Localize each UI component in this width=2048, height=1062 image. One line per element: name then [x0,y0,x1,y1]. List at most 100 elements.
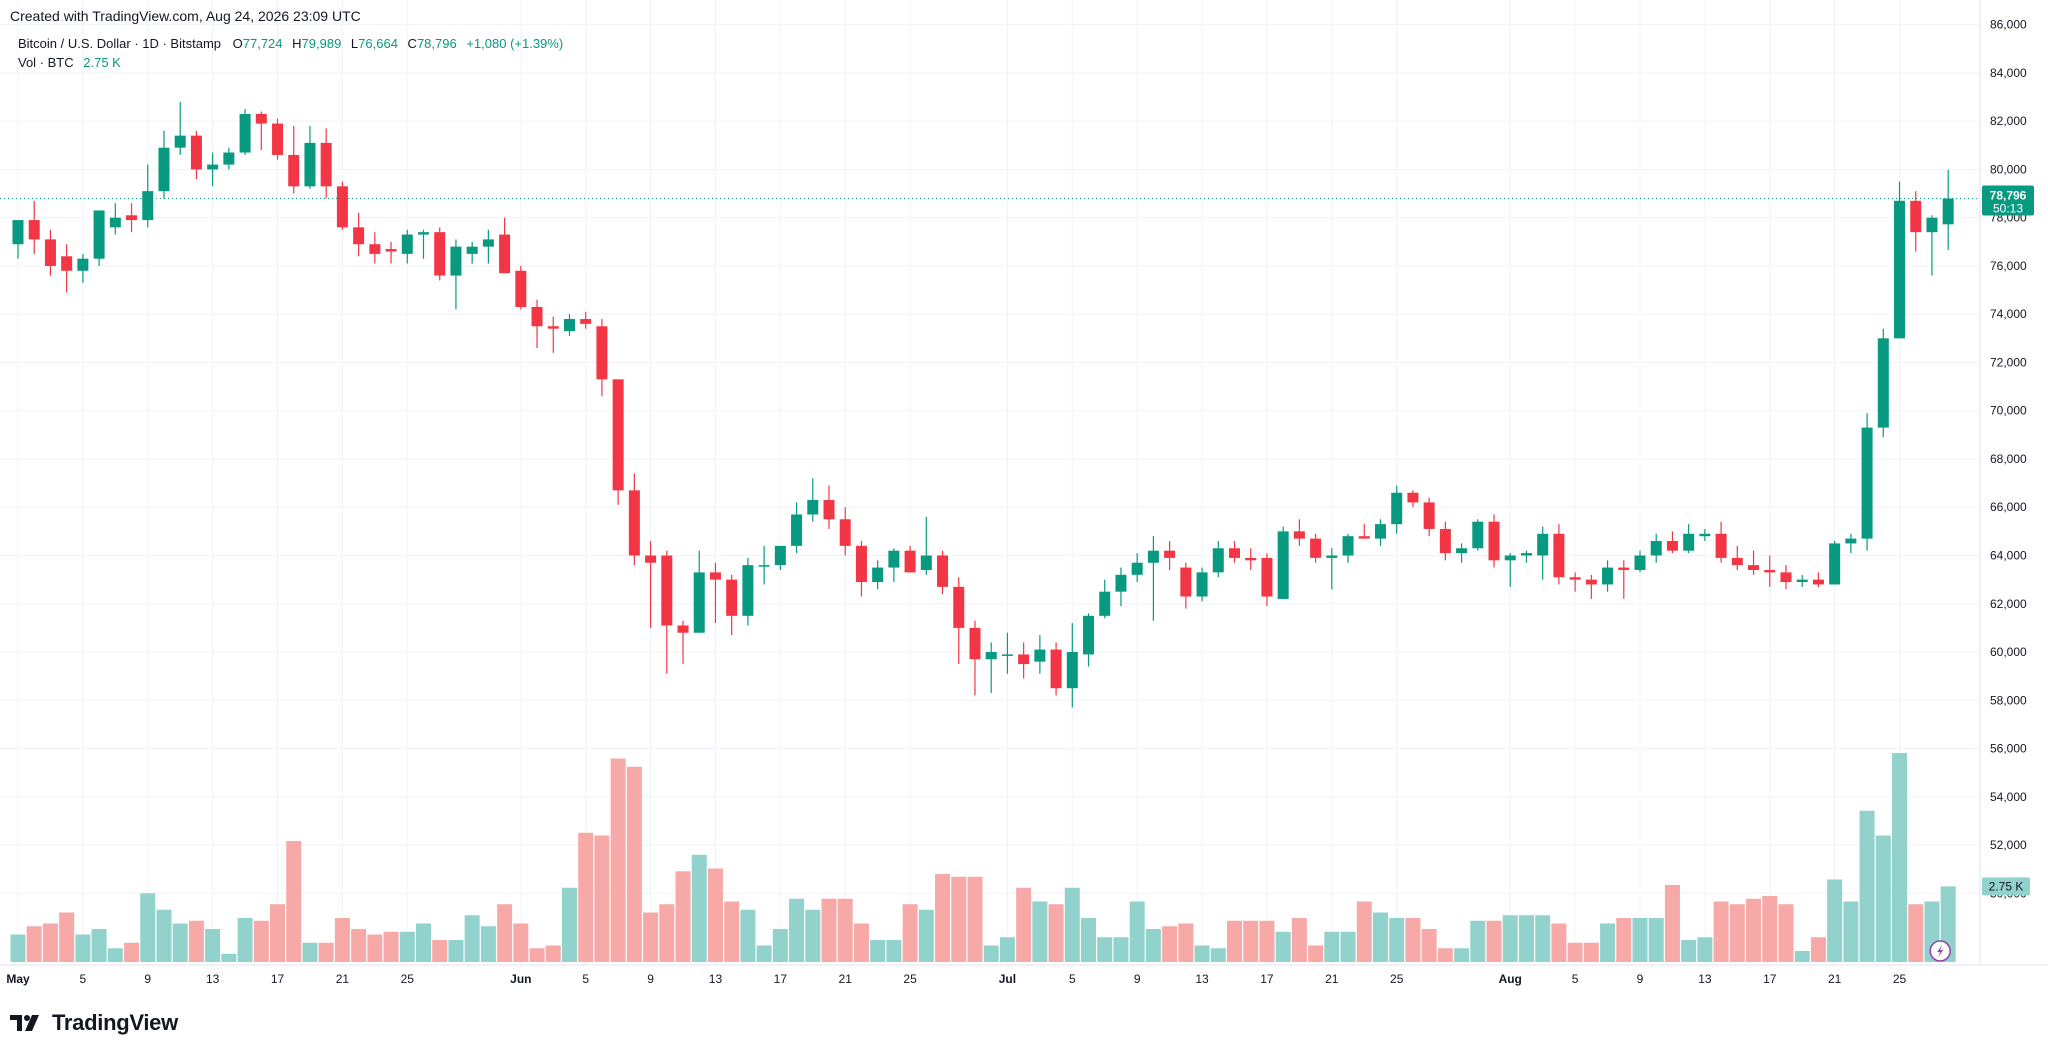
volume-legend: Vol · BTC 2.75 K [18,55,121,70]
price-tick-label: 62,000 [1990,597,2027,611]
candle-body [336,186,348,228]
candle [904,545,916,573]
candle-body [661,555,673,626]
volume-bar [1178,923,1194,962]
candle-body [920,555,932,570]
candle [1569,572,1581,592]
candle [1829,541,1841,585]
time-tick-label: 25 [903,972,917,986]
candle-body [190,135,202,170]
candle [1212,541,1224,578]
close-value: 78,796 [416,36,457,51]
candle-body [1553,533,1565,578]
candle [1261,553,1273,607]
candle [1034,635,1046,674]
volume-bar [999,937,1015,962]
candle-body [1374,524,1386,539]
volume-bar [675,871,691,962]
volume-bar [1032,901,1048,962]
candle-body [1180,567,1192,597]
volume-bar [918,909,934,962]
volume-bar [318,942,334,962]
candle-body [1602,567,1614,585]
candle-body [109,217,121,228]
candle [563,314,575,336]
volume-bar [789,898,805,962]
volume-bar [253,920,269,962]
candle [547,316,559,353]
candle [1293,519,1305,546]
candle [872,560,884,590]
price-tick-label: 80,000 [1990,162,2027,176]
candle-body [1245,557,1257,561]
candle-body [142,191,154,221]
candle-body [1196,572,1208,597]
price-tick-label: 72,000 [1990,355,2027,369]
candle [1731,545,1743,570]
time-tick-label: 13 [1195,972,1209,986]
time-tick-label: 17 [1260,972,1274,986]
volume-bar [1746,898,1762,962]
time-tick-label: 9 [1637,972,1644,986]
candle-body [12,220,24,245]
last-price-tag-countdown: 50:13 [1993,201,2023,215]
volume-value: 2.75 K [83,55,121,70]
candle [758,545,770,585]
last-price-tag-value: 78,796 [1990,188,2027,202]
candle [1196,567,1208,602]
candle [158,130,170,199]
candle-body [1520,553,1532,556]
candle-body [855,545,867,583]
candle [28,200,40,254]
price-axis: 50,00052,00054,00056,00058,00060,00062,0… [1990,18,2027,901]
change-value: +1,080 (+1.39%) [466,36,564,51]
volume-bar [561,887,577,962]
volume-bar [237,918,253,962]
volume-bar [351,929,367,962]
candle-body [1066,652,1078,689]
volume-bar [1486,920,1502,962]
candle [1715,521,1727,563]
candle-body [1829,543,1841,585]
candle-body [320,142,332,187]
price-tick-label: 76,000 [1990,259,2027,273]
candle [969,620,981,696]
candle-body [1099,591,1111,616]
volume-bar [1356,901,1372,962]
volume-bar [75,934,91,962]
candle-body [1569,577,1581,580]
volume-bar [1875,835,1891,962]
candle-body [482,239,494,247]
volume-bar [967,876,983,962]
volume-bar [367,934,383,962]
symbol-name[interactable]: Bitcoin / U.S. Dollar · 1D · Bitstamp [18,36,221,51]
volume-bar [26,926,42,962]
candle [1001,632,1013,674]
volume-bar [513,923,529,962]
volume-bar [1016,887,1032,962]
candle-body [304,142,316,187]
candle-body [1050,649,1062,689]
candle [207,152,219,187]
volume-bar [1308,945,1324,962]
created-caption: Created with TradingView.com, Aug 24, 20… [10,8,361,24]
time-tick-label: 5 [1572,972,1579,986]
volume-bar [1454,948,1470,962]
candle-body [1423,502,1435,529]
candle-body [1585,579,1597,585]
tradingview-brand[interactable]: TradingView [10,1010,178,1036]
candle-body [547,326,559,329]
volume-bar [902,904,918,962]
candle-body [709,572,721,580]
candle-body [1456,548,1468,554]
candle-body [1926,217,1938,233]
candle [953,577,965,665]
volume-label[interactable]: Vol · BTC [18,55,74,70]
candle [1423,497,1435,537]
volume-bar [1210,948,1226,962]
candle [1277,526,1289,599]
candle-body [1634,555,1646,570]
candle [1894,181,1906,339]
candle [434,227,446,281]
